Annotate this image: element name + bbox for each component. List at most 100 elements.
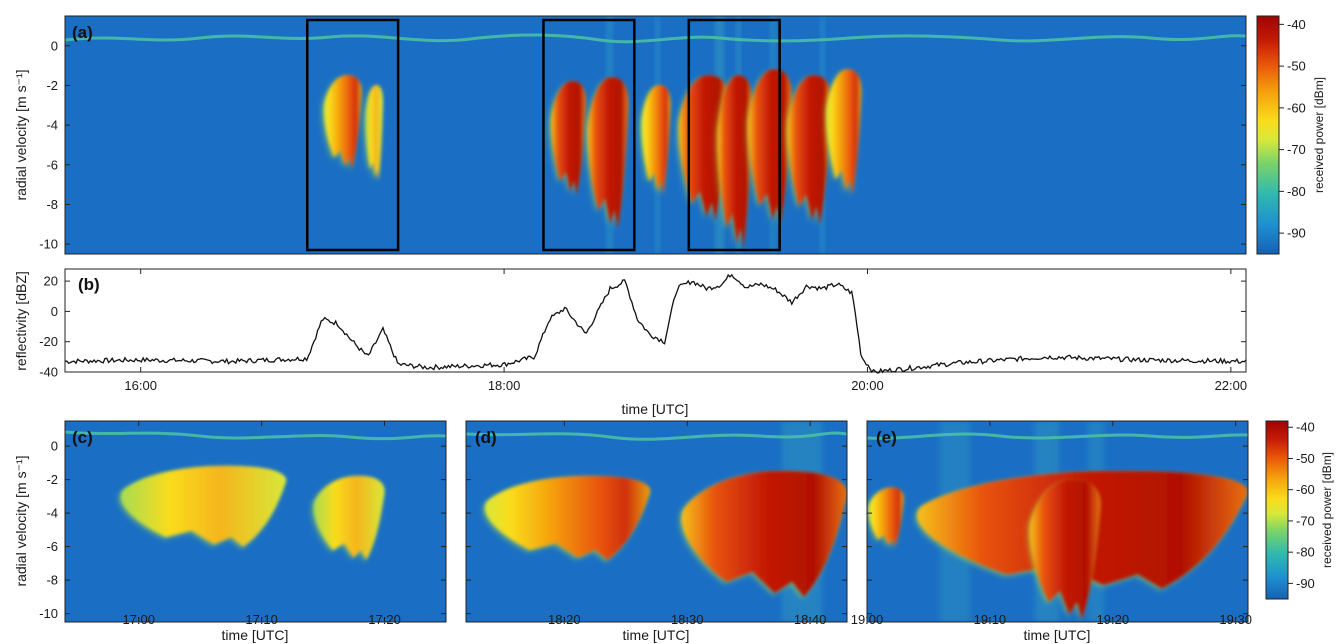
panel-d-echo bbox=[681, 470, 847, 597]
colorbar-top: -40 -50 -60 -70 -80 -90 received power [dBm] bbox=[1256, 15, 1326, 255]
panel-a-echo bbox=[587, 77, 629, 229]
panel-b-background bbox=[64, 268, 1247, 373]
colorbar-bottom-ticks: -40 -50 -60 -70 -80 -90 bbox=[1288, 420, 1315, 591]
panel-d-x-tick-label: 18:20 bbox=[548, 612, 581, 627]
colorbar-bottom-tick-label: -90 bbox=[1296, 576, 1315, 591]
colorbar-top-ticks: -40 -50 -60 -70 -80 -90 bbox=[1279, 17, 1306, 241]
panel-a-y-tick-label: -8 bbox=[46, 197, 58, 212]
panel-a-echo bbox=[365, 85, 383, 181]
colorbar-bottom-gradient bbox=[1265, 420, 1289, 600]
panel-a-echo bbox=[678, 75, 729, 221]
panel-a-y-tick-label: -10 bbox=[39, 237, 58, 252]
colorbar-bottom-tick-label: -50 bbox=[1296, 451, 1315, 466]
panel-a-y-tick-label: -6 bbox=[46, 157, 58, 172]
colorbar-bottom-tick-label: -70 bbox=[1296, 513, 1315, 528]
panel-b-xlabel: time [UTC] bbox=[622, 401, 689, 417]
panel-a-echo bbox=[641, 85, 671, 195]
panel-b-x-tick-label: 16:00 bbox=[124, 378, 157, 393]
panel-b-x-tick-label: 22:00 bbox=[1215, 378, 1248, 393]
colorbar-top-tick-label: -60 bbox=[1287, 100, 1306, 115]
panel-a-y-ticks: 0 -2 -4 -6 -8 -10 bbox=[39, 38, 1246, 252]
panel-c-ground-clutter-line bbox=[65, 430, 446, 441]
colorbar-top-label: received power [dBm] bbox=[1312, 77, 1326, 193]
colorbar-top-tick-label: -70 bbox=[1287, 142, 1306, 157]
panel-d-label: (d) bbox=[475, 428, 497, 447]
panel-b-ylabel: reflectivity [dBZ] bbox=[13, 271, 29, 371]
panel-d-frame bbox=[465, 420, 848, 623]
panel-a-label: (a) bbox=[72, 23, 93, 42]
panel-c-x-tick-label: 17:10 bbox=[245, 612, 278, 627]
panel-d: 18:20 18:30 18:40 (d) time [UTC] bbox=[465, 420, 848, 643]
panel-e: 19:00 19:10 19:20 19:30 (e) time [UTC] bbox=[851, 420, 1252, 643]
colorbar-top-gradient bbox=[1256, 15, 1280, 255]
panel-c-y-ticks: 0 -2 -4 -6 -8 -10 bbox=[39, 439, 446, 621]
panel-c-x-ticks: 17:00 17:10 17:20 bbox=[122, 421, 401, 627]
panel-c-label: (c) bbox=[72, 428, 93, 447]
panel-c-frame bbox=[64, 420, 447, 623]
panel-a-echo bbox=[550, 81, 586, 195]
panel-d-x-tick-label: 18:40 bbox=[794, 612, 827, 627]
panel-c-echo bbox=[313, 475, 385, 561]
panel-a-echo bbox=[787, 75, 832, 225]
panel-b-x-ticks: 16:00 18:00 20:00 22:00 bbox=[124, 269, 1247, 393]
panel-a-y-tick-label: -4 bbox=[46, 118, 58, 133]
panel-b-label: (b) bbox=[78, 275, 100, 294]
panel-e-label: (e) bbox=[876, 428, 897, 447]
colorbar-bottom-tick-label: -60 bbox=[1296, 482, 1315, 497]
reflectivity-line bbox=[64, 273, 1247, 374]
panel-a-echo bbox=[323, 75, 362, 169]
panel-a-echoes bbox=[321, 69, 862, 251]
panel-a-frame bbox=[64, 15, 1247, 255]
panel-c-y-tick-label: 0 bbox=[51, 439, 58, 454]
panel-b: 20 0 -20 -40 16:00 18:00 20:00 22:00 (b) refle… bbox=[13, 268, 1247, 417]
panel-d-x-ticks: 18:20 18:30 18:40 bbox=[466, 421, 847, 627]
panel-b-x-tick-label: 20:00 bbox=[851, 378, 884, 393]
panel-c-y-tick-label: -8 bbox=[46, 573, 58, 588]
panel-d-echoes bbox=[482, 470, 847, 599]
panel-d-ground-clutter-line bbox=[466, 431, 847, 441]
panel-a-ylabel: radial velocity [m s⁻¹] bbox=[13, 69, 29, 200]
colorbar-bottom-tick-label: -40 bbox=[1296, 420, 1315, 435]
panel-a-y-tick-label: 0 bbox=[51, 38, 58, 53]
panel-b-x-tick-label: 18:00 bbox=[488, 378, 521, 393]
colorbar-bottom: -40 -50 -60 -70 -80 -90 received power [dBm] bbox=[1265, 420, 1334, 600]
panel-e-echo bbox=[868, 487, 904, 547]
panel-e-x-ticks: 19:00 19:10 19:20 19:30 bbox=[851, 421, 1252, 627]
panel-e-x-tick-label: 19:30 bbox=[1219, 612, 1252, 627]
colorbar-top-tick-label: -80 bbox=[1287, 184, 1306, 199]
panel-d-echo bbox=[484, 475, 651, 561]
panel-e-x-tick-label: 19:10 bbox=[974, 612, 1007, 627]
panel-c-y-tick-label: -4 bbox=[46, 506, 58, 521]
panel-d-xlabel: time [UTC] bbox=[623, 627, 690, 643]
panel-c-ylabel: radial velocity [m s⁻¹] bbox=[13, 455, 29, 586]
panel-a-zoom-boxes bbox=[306, 18, 781, 252]
panel-c-y-tick-label: -10 bbox=[39, 606, 58, 621]
panel-e-x-tick-label: 19:00 bbox=[851, 612, 884, 627]
panel-b-y-tick-label: -20 bbox=[39, 334, 58, 349]
panel-b-y-ticks: 20 0 -20 -40 bbox=[39, 274, 1246, 380]
panel-c: 0 -2 -4 -6 -8 -10 17:00 17:10 17:20 (c) radial … bbox=[13, 420, 447, 643]
panel-b-y-tick-label: 20 bbox=[44, 274, 58, 289]
panel-c-echo bbox=[120, 465, 287, 547]
colorbar-top-tick-label: -40 bbox=[1287, 17, 1306, 32]
panel-c-x-tick-label: 17:00 bbox=[122, 612, 155, 627]
panel-e-ground-clutter-line bbox=[867, 432, 1248, 440]
panel-c-y-tick-label: -6 bbox=[46, 539, 58, 554]
panel-a-echo bbox=[717, 75, 753, 249]
panel-a-ground-clutter-line bbox=[65, 33, 1246, 44]
panel-e-frame bbox=[866, 420, 1249, 623]
colorbar-bottom-label: received power [dBm] bbox=[1320, 452, 1334, 568]
panel-d-x-tick-label: 18:30 bbox=[671, 612, 704, 627]
panel-c-xlabel: time [UTC] bbox=[222, 627, 289, 643]
panel-c-echoes bbox=[118, 465, 385, 563]
panel-e-echo bbox=[1029, 479, 1101, 619]
panel-b-y-tick-label: -40 bbox=[39, 365, 58, 380]
panel-a-echo bbox=[826, 69, 862, 195]
colorbar-top-tick-label: -90 bbox=[1287, 226, 1306, 241]
panel-a: 0 -2 -4 -6 -8 -10 (a) radial velocity [m s⁻¹] bbox=[13, 15, 1247, 255]
panel-e-xlabel: time [UTC] bbox=[1024, 627, 1091, 643]
colorbar-bottom-tick-label: -80 bbox=[1296, 545, 1315, 560]
panel-e-echoes bbox=[867, 470, 1248, 621]
panel-b-y-tick-label: 0 bbox=[51, 304, 58, 319]
